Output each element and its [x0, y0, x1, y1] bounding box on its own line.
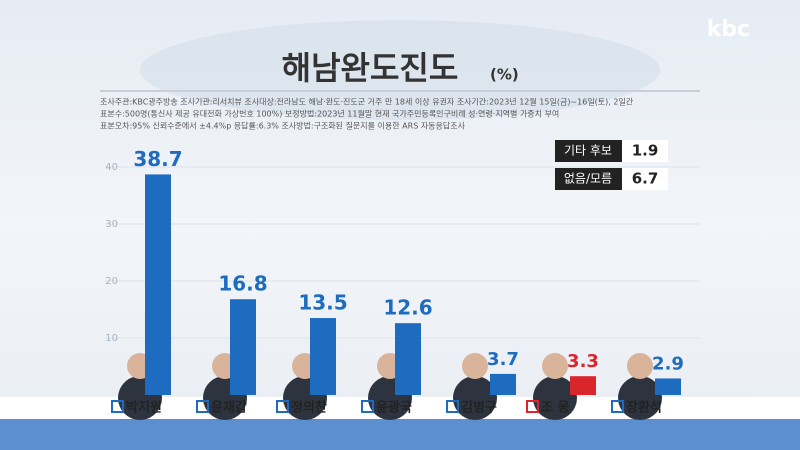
- name-icon: [361, 400, 374, 413]
- value-label: 3.7: [487, 349, 519, 370]
- name-icon: [276, 400, 289, 413]
- x-tick-label: 박지원: [126, 400, 162, 416]
- x-tick-label: 윤재갑: [211, 400, 247, 416]
- backdrop-dome: [140, 20, 660, 120]
- bar: [570, 376, 596, 395]
- bottom-band: [0, 419, 800, 450]
- candidate-photo-body: [453, 376, 497, 420]
- others-label: 기타 후보: [564, 144, 612, 158]
- value-label: 12.6: [383, 296, 432, 320]
- value-label: 38.7: [133, 147, 182, 171]
- name-icon: [446, 400, 459, 413]
- others-label: 없음/모름: [564, 172, 612, 186]
- others-label-box: [555, 168, 622, 190]
- candidate-photo-body: [533, 376, 577, 420]
- name-icon: [196, 400, 209, 413]
- note: 조사주관:KBC광주방송 조사기관:리서치뷰 조사대상:전라남도 해남·완도·진…: [100, 97, 634, 107]
- unit: (%): [490, 66, 519, 84]
- value-label: 2.9: [652, 353, 684, 374]
- name-icon: [611, 400, 624, 413]
- x-tick-label: 조 웅: [541, 400, 569, 416]
- y-tick-label: 30: [105, 219, 118, 230]
- chart-title: 해남완도진도: [282, 49, 459, 87]
- note: 표본수:500명(통신사 제공 유대전화 가상번호 100%) 보정방법:202…: [100, 109, 559, 119]
- value-label: 13.5: [298, 291, 347, 315]
- candidate-photo-head: [462, 353, 488, 379]
- y-tick-label: 10: [105, 333, 118, 344]
- x-tick-label: 김병구: [461, 400, 497, 416]
- others-value-box: [622, 140, 668, 162]
- candidate-photo-body: [618, 376, 662, 420]
- candidate-photo-head: [627, 353, 653, 379]
- x-tick-label: 장환석: [626, 400, 662, 416]
- name-icon: [526, 400, 539, 413]
- y-tick-label: 20: [105, 276, 118, 287]
- bar: [490, 373, 516, 395]
- candidate-photo-head: [542, 353, 568, 379]
- bar: [145, 174, 171, 395]
- x-tick-label: 윤광국: [376, 401, 412, 416]
- others-value: 6.7: [632, 170, 659, 188]
- bar: [230, 299, 256, 395]
- bar: [655, 378, 681, 395]
- bar: [395, 323, 421, 395]
- y-tick-label: 40: [105, 162, 118, 173]
- value-label: 16.8: [218, 272, 267, 296]
- others-label-box: [555, 140, 622, 162]
- name-icon: [111, 400, 124, 413]
- bar: [310, 318, 336, 395]
- note: 표본오차:95% 신뢰수준에서 ±4.4%p 응답률:6.3% 조사방법:구조화…: [100, 121, 466, 131]
- others-value-box: [622, 168, 668, 190]
- logo: kbc: [707, 17, 750, 42]
- value-label: 3.3: [567, 351, 599, 372]
- others-value: 1.9: [632, 142, 659, 160]
- x-tick-label: 정의찬: [291, 400, 327, 416]
